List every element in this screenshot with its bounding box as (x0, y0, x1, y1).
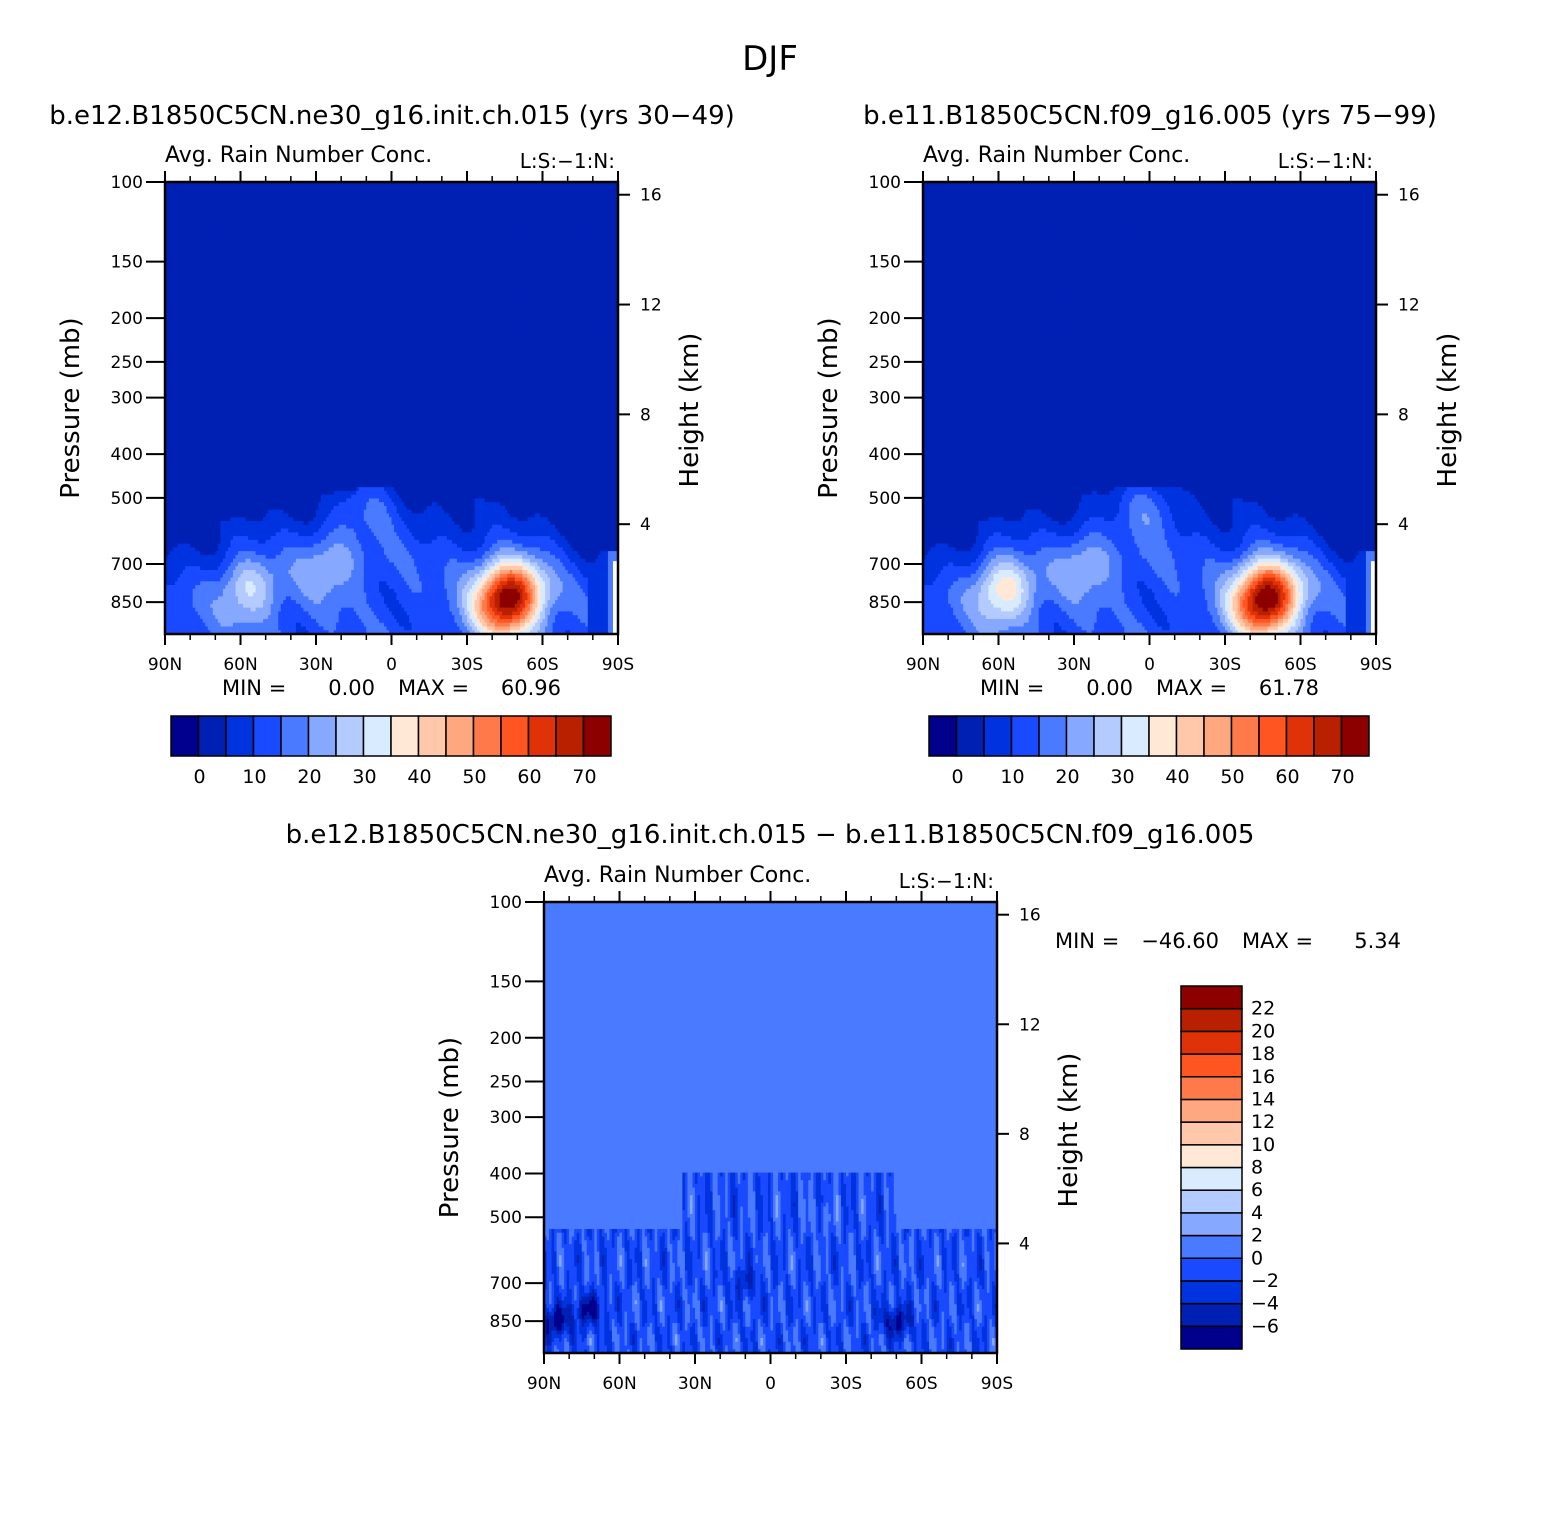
panel-1: 90N 60N 30N 0 30S 60S 90S100150200250300400500… (49, 101, 735, 788)
plot-field (165, 182, 619, 635)
figure-title: DJF (742, 39, 798, 79)
